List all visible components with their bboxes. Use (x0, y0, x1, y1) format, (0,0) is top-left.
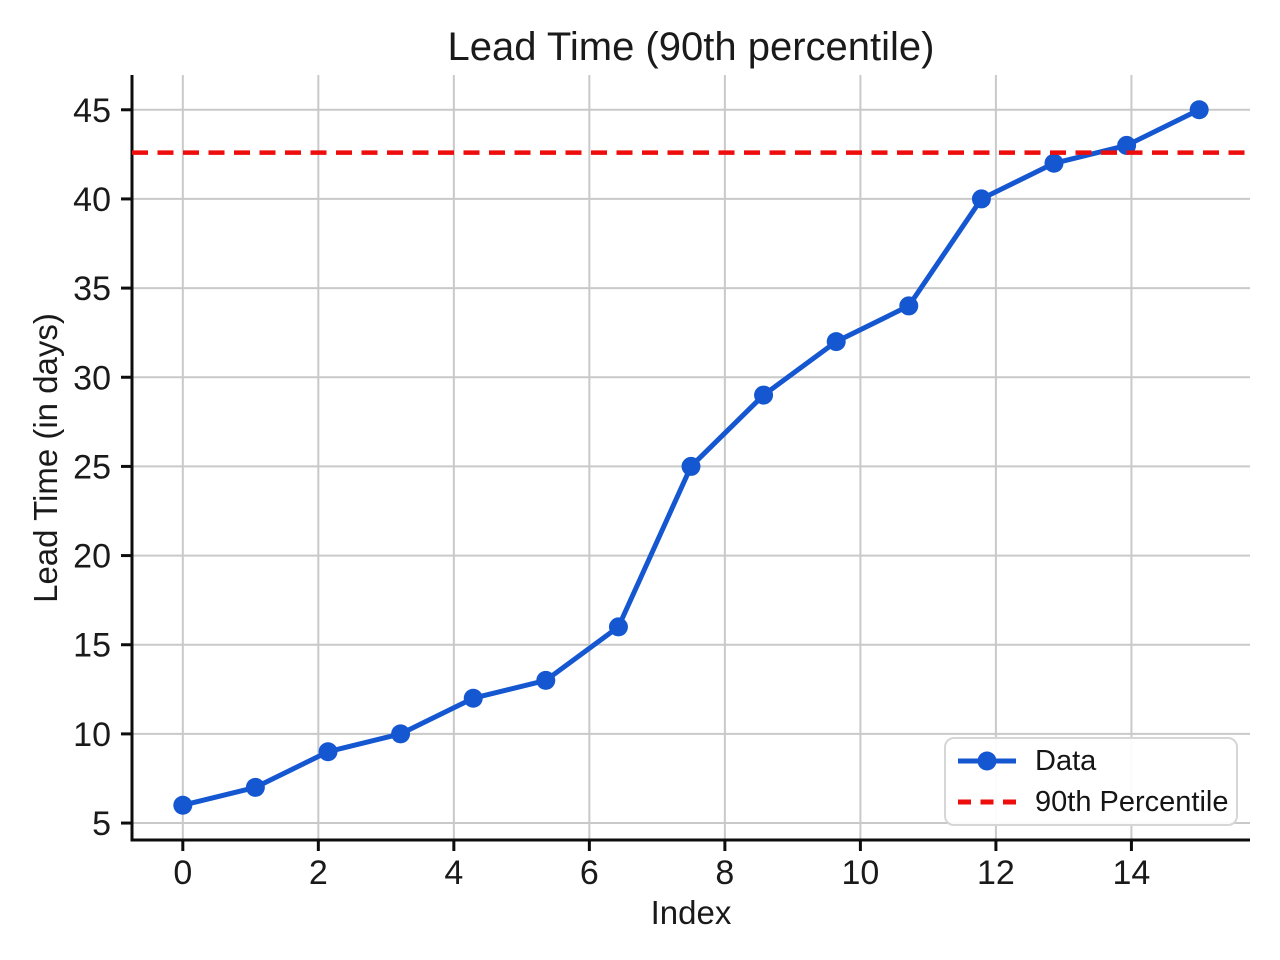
data-point-marker (536, 670, 556, 690)
x-tick-label: 4 (444, 854, 463, 892)
x-tick-label: 14 (1113, 854, 1151, 892)
gridlines (132, 75, 1250, 840)
legend-sample-dashed-line-icon (958, 799, 1016, 805)
data-point-marker (754, 385, 774, 405)
x-tick-label: 10 (841, 854, 879, 892)
x-axis-label: Index (650, 894, 732, 931)
x-tick-label: 0 (173, 854, 192, 892)
y-tick-label: 15 (73, 627, 111, 665)
y-tick-label: 40 (73, 181, 111, 219)
y-tick-label: 5 (92, 805, 111, 843)
data-point-marker (1189, 100, 1209, 120)
data-point-marker (391, 724, 411, 744)
data-point-marker (608, 617, 628, 637)
data-point-marker (173, 795, 193, 815)
data-point-marker (1044, 153, 1064, 173)
data-point-marker (681, 456, 701, 476)
chart-title: Lead Time (90th percentile) (447, 25, 935, 69)
x-tick-label: 6 (580, 854, 599, 892)
data-series (173, 100, 1209, 815)
legend-item-data: Data (956, 745, 1228, 777)
legend-label-percentile: 90th Percentile (1035, 786, 1229, 818)
y-tick-label: 35 (73, 270, 111, 308)
legend-item-percentile: 90th Percentile (956, 786, 1228, 818)
axis-ticks: 0 2 4 6 8 10 12 14 5 10 15 20 25 30 35 40 45 (73, 92, 1150, 892)
y-tick-label: 45 (73, 92, 111, 130)
y-tick-label: 10 (73, 716, 111, 754)
y-tick-label: 20 (73, 538, 111, 576)
data-point-marker (245, 777, 265, 797)
data-point-marker (1117, 135, 1137, 155)
data-point-marker (971, 189, 991, 209)
data-point-marker (318, 742, 338, 762)
x-tick-label: 8 (715, 854, 734, 892)
x-tick-label: 12 (977, 854, 1015, 892)
data-point-marker (899, 296, 919, 316)
legend: Data 90th Percentile (944, 737, 1238, 826)
y-tick-label: 30 (73, 359, 111, 397)
x-tick-label: 2 (309, 854, 328, 892)
legend-label-data: Data (1035, 745, 1097, 777)
legend-sample-data-line-icon (958, 751, 1016, 771)
y-axis-label: Lead Time (in days) (27, 313, 64, 603)
y-tick-label: 25 (73, 448, 111, 486)
data-point-marker (463, 688, 483, 708)
data-point-marker (826, 332, 846, 352)
